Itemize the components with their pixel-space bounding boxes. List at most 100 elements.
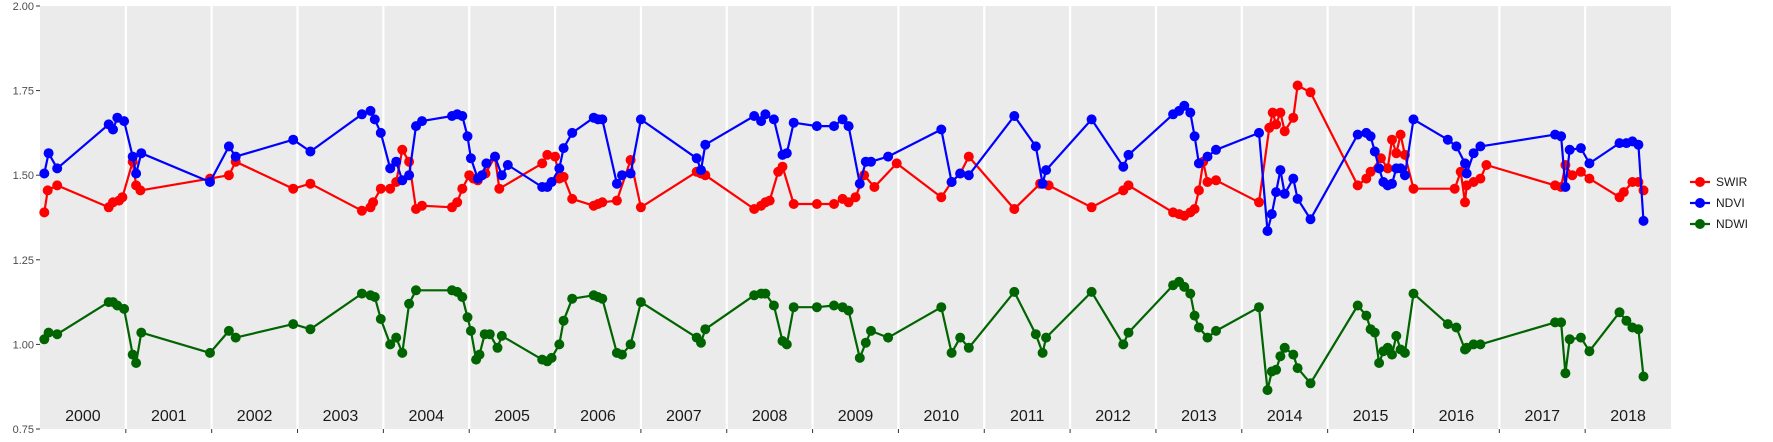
data-point-swir bbox=[869, 182, 880, 192]
data-point-swir bbox=[1449, 183, 1460, 194]
data-point-ndvi bbox=[490, 151, 500, 162]
data-point-ndvi bbox=[1185, 107, 1196, 118]
data-point-ndwi bbox=[811, 302, 822, 313]
data-point-swir bbox=[1460, 197, 1470, 208]
data-point-ndvi bbox=[1442, 134, 1453, 145]
data-point-ndwi bbox=[1202, 332, 1213, 343]
data-point-ndwi bbox=[1633, 324, 1644, 335]
data-point-swir bbox=[963, 151, 974, 162]
data-point-swir bbox=[1267, 107, 1278, 118]
data-point-ndwi bbox=[356, 288, 367, 299]
data-point-ndwi bbox=[866, 325, 876, 336]
data-point-ndvi bbox=[788, 117, 799, 128]
data-point-ndwi bbox=[635, 297, 646, 308]
data-point-ndvi bbox=[1288, 173, 1299, 184]
data-point-ndvi bbox=[781, 148, 792, 159]
data-point-ndvi bbox=[119, 116, 130, 127]
data-point-ndvi bbox=[397, 175, 408, 186]
year-label: 2017 bbox=[1524, 408, 1560, 425]
data-point-swir bbox=[1481, 160, 1492, 170]
data-point-ndwi bbox=[1442, 319, 1453, 330]
data-point-swir bbox=[117, 192, 128, 203]
data-point-ndwi bbox=[696, 337, 706, 348]
data-point-ndvi bbox=[837, 114, 848, 125]
data-point-swir bbox=[635, 202, 646, 213]
data-point-ndvi bbox=[558, 143, 569, 154]
data-point-ndwi bbox=[375, 314, 386, 324]
data-point-ndwi bbox=[1408, 288, 1419, 299]
data-point-ndvi bbox=[691, 153, 702, 164]
data-point-ndvi bbox=[696, 165, 706, 176]
data-point-ndwi bbox=[597, 293, 608, 304]
data-point-ndvi bbox=[127, 151, 138, 162]
data-point-ndwi bbox=[1451, 322, 1462, 333]
data-point-swir bbox=[385, 183, 396, 194]
legend-key-point bbox=[1695, 198, 1705, 208]
data-point-swir bbox=[1567, 170, 1578, 181]
data-point-ndwi bbox=[1288, 349, 1299, 360]
data-point-swir bbox=[558, 171, 569, 182]
data-point-swir bbox=[1618, 187, 1629, 198]
data-point-ndvi bbox=[843, 121, 854, 132]
data-point-ndvi bbox=[39, 168, 50, 179]
year-label: 2014 bbox=[1267, 408, 1303, 425]
data-point-ndwi bbox=[788, 302, 799, 313]
data-point-ndwi bbox=[1305, 378, 1316, 389]
data-point-swir bbox=[417, 200, 427, 211]
legend[interactable]: SWIR NDVI NDWI bbox=[1690, 175, 1748, 231]
data-point-ndvi bbox=[854, 178, 865, 189]
data-point-ndwi bbox=[52, 329, 63, 340]
data-point-ndwi bbox=[1475, 339, 1486, 350]
data-point-swir bbox=[1086, 202, 1097, 213]
series-ndwi bbox=[39, 276, 1649, 396]
legend-item-ndvi[interactable]: NDVI bbox=[1690, 196, 1745, 210]
data-point-ndvi bbox=[502, 160, 513, 170]
data-point-ndwi bbox=[457, 292, 468, 302]
data-point-ndvi bbox=[1254, 127, 1264, 138]
data-point-swir bbox=[305, 178, 316, 189]
data-point-ndvi bbox=[1614, 138, 1625, 149]
data-point-ndwi bbox=[1638, 371, 1649, 382]
y-tick-label: 2.00 bbox=[13, 1, 34, 13]
data-point-ndwi bbox=[963, 342, 974, 353]
data-point-ndwi bbox=[781, 339, 792, 350]
data-point-ndvi bbox=[1460, 158, 1470, 169]
data-point-ndwi bbox=[768, 300, 779, 311]
year-label: 2009 bbox=[838, 408, 874, 425]
data-point-ndwi bbox=[484, 329, 495, 340]
data-point-ndvi bbox=[1266, 209, 1277, 220]
data-point-ndvi bbox=[811, 121, 822, 132]
data-point-ndvi bbox=[1468, 148, 1479, 159]
year-label: 2013 bbox=[1181, 408, 1217, 425]
data-point-swir bbox=[1275, 107, 1286, 118]
year-label: 2016 bbox=[1439, 408, 1475, 425]
data-point-ndvi bbox=[1202, 151, 1213, 162]
data-point-ndwi bbox=[1185, 288, 1196, 299]
data-point-swir bbox=[368, 197, 379, 208]
data-point-ndwi bbox=[230, 332, 241, 343]
data-point-ndwi bbox=[1189, 310, 1200, 321]
data-point-ndvi bbox=[457, 111, 468, 121]
data-point-swir bbox=[52, 180, 63, 191]
data-point-ndvi bbox=[1292, 193, 1303, 204]
data-point-ndvi bbox=[465, 153, 476, 164]
data-point-ndvi bbox=[1408, 114, 1419, 125]
data-point-ndvi bbox=[866, 156, 876, 167]
data-point-ndwi bbox=[946, 347, 957, 358]
data-point-ndvi bbox=[611, 178, 622, 189]
data-point-ndvi bbox=[946, 177, 957, 187]
data-point-ndwi bbox=[288, 319, 299, 330]
data-point-ndwi bbox=[397, 347, 408, 358]
data-point-ndvi bbox=[365, 105, 376, 116]
legend-item-swir[interactable]: SWIR bbox=[1690, 175, 1748, 189]
data-point-ndwi bbox=[1009, 286, 1020, 297]
data-point-ndvi bbox=[375, 127, 386, 138]
data-point-ndwi bbox=[1254, 302, 1264, 313]
series-ndvi bbox=[39, 100, 1649, 236]
data-point-ndwi bbox=[136, 327, 147, 338]
legend-item-ndwi[interactable]: NDWI bbox=[1690, 217, 1748, 231]
year-label: 2007 bbox=[666, 408, 702, 425]
data-point-ndwi bbox=[829, 300, 839, 311]
data-point-ndvi bbox=[1352, 129, 1363, 140]
